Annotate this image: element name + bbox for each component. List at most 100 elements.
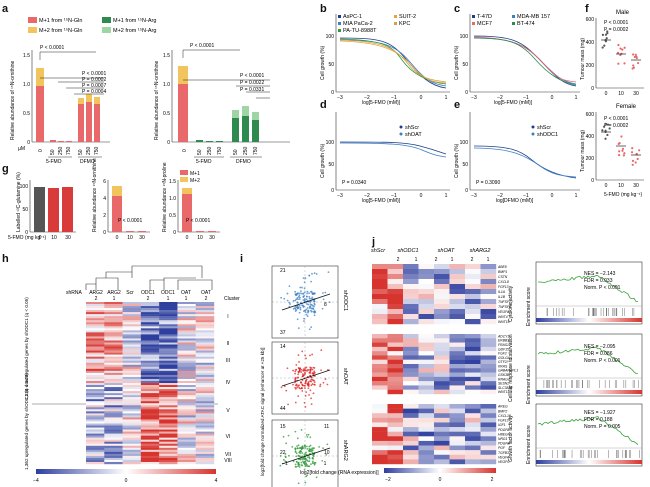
column-label: ARG2 bbox=[89, 290, 103, 296]
heatmap-cell bbox=[387, 385, 404, 390]
heatmap-cell bbox=[86, 326, 105, 329]
stat-label: P < 0.0001 bbox=[604, 116, 628, 122]
heatmap-cell bbox=[418, 319, 435, 325]
data-point bbox=[303, 320, 305, 323]
heatmap-cell bbox=[159, 439, 178, 442]
data-point bbox=[299, 286, 302, 289]
heatmap-cell bbox=[122, 405, 142, 408]
panel-e: Cell growth (%) log[DFMO (mM)] 0 50 100 … bbox=[454, 112, 580, 204]
heatmap-cell bbox=[387, 274, 404, 280]
heatmap-cell bbox=[159, 423, 178, 426]
heatmap-cell bbox=[403, 381, 419, 386]
group-label: DFMO bbox=[236, 159, 251, 165]
heatmap-cell bbox=[403, 408, 419, 414]
heatmap-cell bbox=[159, 403, 178, 406]
data-point bbox=[306, 456, 309, 458]
y-tick: 1.0 bbox=[163, 82, 170, 88]
heatmap-cell bbox=[195, 324, 215, 327]
heatmap-cell bbox=[122, 385, 142, 388]
heatmap-cell bbox=[449, 269, 466, 275]
data-point bbox=[304, 311, 307, 314]
heatmap-cell bbox=[122, 346, 142, 349]
column-label: ARG2 bbox=[107, 290, 121, 296]
gene-label: GSK3B bbox=[498, 373, 510, 377]
data-point bbox=[305, 433, 308, 436]
heatmap-cell bbox=[104, 387, 123, 390]
heatmap-cell bbox=[159, 421, 178, 424]
data-point bbox=[608, 127, 611, 130]
data-point bbox=[302, 296, 305, 298]
data-point bbox=[631, 159, 635, 162]
heatmap-cell bbox=[122, 342, 142, 345]
heatmap-cell bbox=[195, 443, 215, 446]
heatmap-cell bbox=[159, 370, 178, 374]
data-point bbox=[305, 379, 307, 382]
data-point bbox=[297, 482, 300, 485]
gene-label: VEGFC bbox=[498, 460, 510, 464]
scale-tick: 0 bbox=[125, 478, 128, 484]
heatmap-cell bbox=[122, 356, 142, 359]
heatmap-cell bbox=[434, 368, 450, 373]
data-point bbox=[308, 450, 311, 452]
gene-label: IGF1 bbox=[498, 423, 506, 427]
quadrant-count: 8 bbox=[324, 302, 327, 308]
quadrant-count: 11 bbox=[324, 424, 329, 430]
heatmap-cell bbox=[159, 340, 178, 343]
heatmap-cell bbox=[122, 326, 142, 329]
data-point bbox=[286, 292, 289, 295]
heatmap-cell bbox=[159, 391, 178, 394]
heatmap-cell bbox=[465, 319, 481, 325]
heatmap-cell bbox=[449, 364, 466, 369]
heatmap-cell bbox=[159, 437, 178, 440]
x-tick: −2 bbox=[364, 95, 370, 101]
data-point bbox=[306, 436, 309, 438]
data-point bbox=[303, 317, 306, 320]
data-point bbox=[606, 32, 609, 35]
x-tick: −2 bbox=[364, 193, 370, 199]
heatmap-cell bbox=[104, 328, 123, 331]
heatmap-cell bbox=[122, 427, 142, 430]
fdr-label: FDR = 0.033 bbox=[584, 278, 613, 284]
data-point bbox=[298, 447, 301, 449]
heatmap-cell bbox=[159, 330, 178, 333]
stat-label: P = 0.0022 bbox=[240, 80, 264, 86]
heatmap-cell bbox=[177, 360, 196, 363]
heatmap-cell bbox=[122, 393, 142, 396]
heatmap-cell bbox=[465, 381, 481, 386]
heatmap-cell bbox=[86, 433, 105, 436]
heatmap-cell bbox=[104, 366, 123, 370]
heatmap-cell bbox=[195, 391, 215, 394]
heatmap-cell bbox=[104, 413, 123, 416]
heatmap-cell bbox=[177, 376, 196, 380]
y-tick: 0 bbox=[27, 140, 30, 146]
heatmap-cell bbox=[195, 461, 215, 465]
heatmap-cell bbox=[449, 299, 466, 305]
stat-label: P < 0.0001 bbox=[40, 45, 64, 51]
data-point bbox=[326, 383, 329, 386]
heatmap-cell bbox=[140, 395, 160, 398]
stat-label: P < 0.0001 bbox=[604, 20, 628, 26]
heatmap-cell bbox=[177, 378, 196, 382]
heatmap-cell bbox=[159, 451, 178, 455]
rep-label: 1 bbox=[451, 257, 454, 263]
heatmap-cell bbox=[177, 449, 196, 453]
data-point bbox=[305, 357, 307, 360]
row-label: shOAT bbox=[342, 368, 348, 385]
heatmap-cell bbox=[195, 328, 215, 331]
y-tick: 2 bbox=[103, 213, 106, 219]
heatmap-cell bbox=[418, 440, 435, 446]
data-point bbox=[282, 435, 285, 438]
heatmap-cell bbox=[195, 368, 215, 372]
curve bbox=[473, 147, 577, 178]
cluster-label: Cluster bbox=[224, 296, 240, 302]
data-point bbox=[284, 456, 287, 459]
heatmap-cell bbox=[122, 449, 142, 453]
x-tick: 50 bbox=[50, 149, 56, 155]
heatmap-cell bbox=[177, 306, 196, 309]
heatmap-cell bbox=[140, 441, 160, 444]
y-tick: 100 bbox=[326, 140, 335, 146]
heatmap-cell bbox=[122, 328, 142, 331]
y-axis-label: Relative abundance of ¹⁵N-ornithine bbox=[10, 60, 16, 140]
heatmap-cell bbox=[387, 408, 404, 414]
heatmap-cell bbox=[122, 368, 142, 372]
